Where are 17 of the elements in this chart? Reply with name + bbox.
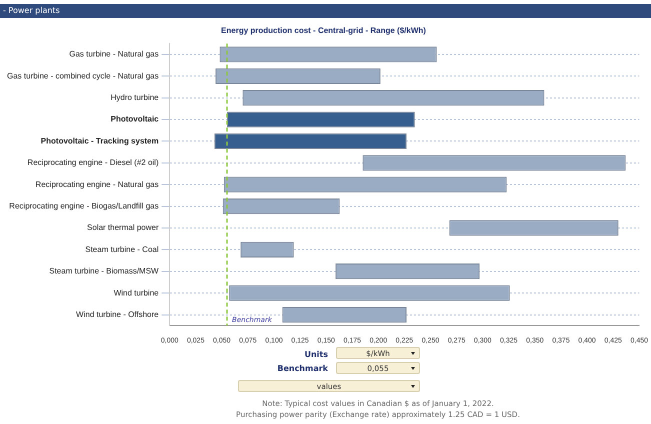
y-tick-label: Gas turbine - Natural gas [69, 50, 159, 59]
text: Benchmark [276, 364, 328, 373]
text: Units [303, 350, 328, 359]
y-tick-label: Wind turbine [114, 288, 160, 298]
y-tick-label: Photovoltaic [110, 114, 160, 124]
chart-title: Energy production cost - Central-grid - Range ($/kWh) [221, 26, 426, 36]
y-tick-label: Steam turbine - Coal [85, 244, 159, 254]
text: - Power plants [0, 4, 651, 18]
y-tick-label: Reciprocating engine - Biogas/Landfill gas [9, 201, 159, 210]
y-tick-label: Reciprocating engine - Natural gas [35, 180, 159, 189]
y-tick-label: Photovoltaic - Tracking system [40, 136, 159, 146]
y-tick-label: Steam turbine - Biomass/MSW [49, 266, 160, 276]
y-tick-label: Gas turbine - combined cycle - Natural gas [6, 71, 159, 80]
y-tick-label: Hydro turbine [110, 93, 160, 102]
y-tick-label: Reciprocating engine - Diesel (#2 oil) [27, 158, 159, 168]
y-tick-label: Wind turbine - Offshore [76, 310, 160, 319]
y-tick-label: Solar thermal power [87, 223, 159, 232]
